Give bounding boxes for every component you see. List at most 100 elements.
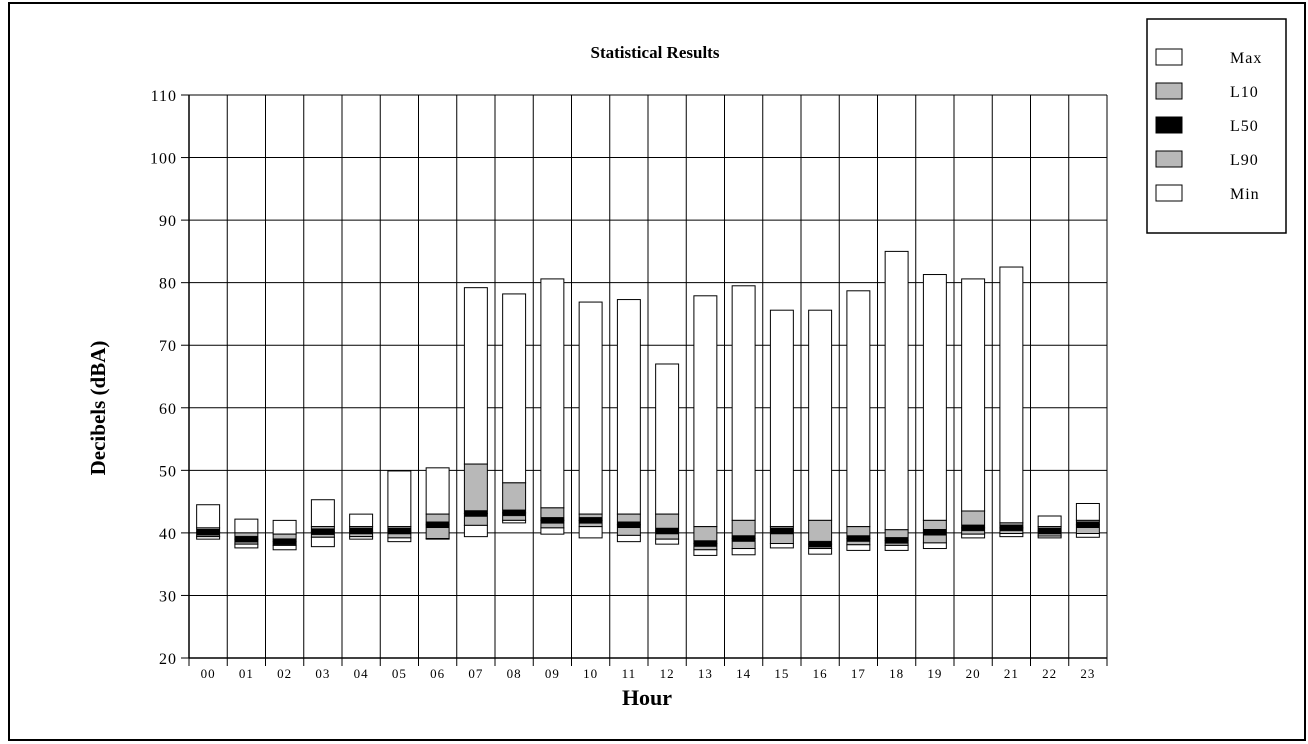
x-tick-label: 02 [277,666,292,681]
hour-bar-stack [196,504,221,540]
x-tick-label: 19 [927,666,942,681]
hour-bar-stack [693,295,718,556]
max-segment [616,299,641,515]
legend-item: L10 [1155,82,1259,101]
min-segment [234,543,259,549]
hour-bar-stack [731,285,756,556]
y-axis-label: Decibels (dBA) [86,341,110,476]
legend-swatch [1155,116,1183,134]
x-tick-label: 20 [966,666,981,681]
hour-bar-stack [808,309,833,555]
min-segment [999,533,1024,538]
max-segment [234,518,259,534]
hour-bar-stack [1075,502,1100,538]
l50-marker [272,538,297,545]
min-segment [846,544,871,551]
legend-item: L50 [1155,116,1259,135]
l50-marker [846,535,871,542]
max-segment [272,519,297,535]
legend-label: Min [1230,186,1260,203]
x-tick-label: 23 [1080,666,1095,681]
hour-bar-stack [922,274,947,550]
l50-marker [770,527,794,535]
l50-marker [731,535,756,542]
hour-bar-stack [846,290,871,551]
hour-bar-stack [769,309,794,549]
max-segment [349,513,374,528]
max-segment [808,309,833,521]
min-segment [387,537,412,543]
x-tick-label: 16 [813,666,828,681]
y-tick-label: 30 [159,588,177,605]
x-axis-label: Hour [622,685,672,710]
x-tick-label: 00 [201,666,216,681]
l10-segment [463,463,488,514]
l50-marker [1076,521,1100,529]
max-segment [999,266,1024,524]
min-segment [463,524,488,538]
hour-bar-stack [1037,515,1062,539]
min-segment [961,533,986,539]
max-segment [1037,515,1062,528]
hour-bar-stack [502,293,527,524]
l50-marker [196,529,220,536]
hour-bar-stack [540,278,565,535]
l50-marker [884,537,909,544]
l50-marker [540,517,565,524]
min-segment [578,526,603,539]
max-segment [655,363,680,515]
y-tick-label: 60 [159,401,177,418]
hour-bar-stack [310,499,335,548]
chart-title: Statistical Results [591,43,720,62]
hour-bar-stack [999,266,1024,538]
y-tick-label: 70 [159,338,177,355]
max-segment [961,278,986,512]
x-tick-label: 14 [736,666,751,681]
x-tick-label: 15 [774,666,789,681]
l50-marker [578,517,603,524]
legend-label: L10 [1230,84,1259,101]
l50-marker [923,529,947,536]
l50-marker [311,528,335,535]
min-segment [502,519,527,524]
max-segment [310,499,335,528]
legend-label: L50 [1230,118,1259,135]
hour-bar-stack [655,363,680,545]
min-segment [769,543,794,549]
max-segment [540,278,565,509]
y-tick-label: 20 [159,651,177,668]
min-segment [731,548,756,556]
l50-marker [387,527,412,535]
l50-marker [425,521,450,529]
min-segment [272,544,297,551]
max-segment [769,309,794,528]
l50-marker [655,527,679,535]
legend-item: L90 [1155,150,1258,169]
x-tick-label: 01 [239,666,254,681]
min-segment [884,544,909,551]
l50-marker [617,521,641,529]
x-tick-label: 08 [507,666,522,681]
legend-swatch [1155,48,1183,66]
min-segment [349,536,374,540]
hour-bar-stack [616,299,641,543]
x-tick-label: 05 [392,666,407,681]
legend-swatch [1155,184,1183,202]
min-segment [425,538,450,540]
x-tick-label: 09 [545,666,560,681]
x-tick-label: 11 [622,666,637,681]
legend-item: Max [1155,48,1261,67]
y-tick-label: 80 [159,276,177,293]
bars-layer [196,250,1100,556]
hour-bar-stack [234,518,259,549]
legend-item: Min [1155,184,1260,203]
l50-marker [808,540,832,548]
max-segment [387,470,412,528]
legend-swatch [1155,150,1183,168]
max-segment [502,293,527,484]
min-segment [693,549,718,556]
x-tick-label: 07 [468,666,483,681]
min-segment [655,538,680,545]
